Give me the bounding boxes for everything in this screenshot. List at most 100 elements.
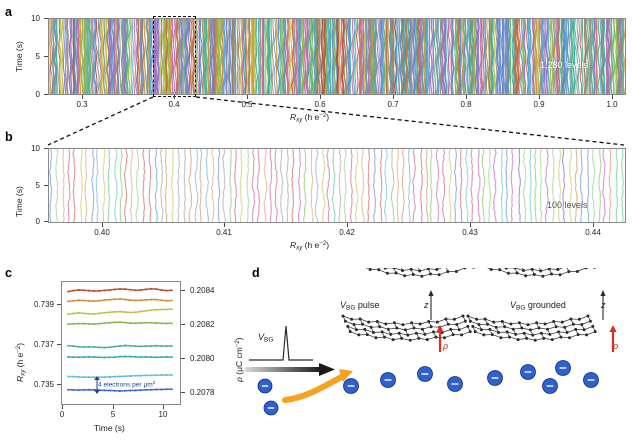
- panel-c-ylabel-sub: xy: [19, 369, 27, 376]
- panel-b-xlabel-close: ): [326, 240, 330, 250]
- panel-c-ytickmark-right-1: [181, 324, 185, 325]
- panel-b-xlabel-sub: xy: [296, 244, 303, 252]
- panel-b-xtick-2: 0.42: [339, 228, 355, 237]
- panel-c-annotation: 4 electrons per μm2: [98, 381, 155, 388]
- panel-b-xtickmark-0: [102, 223, 103, 227]
- panel-a-ytickmark-5: [44, 56, 48, 57]
- panel-a-ytick-0: 0: [35, 90, 40, 99]
- panel-c-xlabel: Time (s): [94, 423, 125, 433]
- panel-a-xtick-0: 0.3: [76, 100, 88, 109]
- panel-a-xtickmark-4: [393, 95, 394, 99]
- panel-c-ytickmark-left-1: [57, 344, 61, 345]
- panel-b-ytick-5: 5: [35, 181, 40, 190]
- panel-b-xtick-4: 0.44: [585, 228, 601, 237]
- panel-c-ytickmark-left-2: [57, 384, 61, 385]
- panel-a-xtick-4: 0.6: [314, 100, 326, 109]
- panel-d-pulse-label: VBG: [258, 332, 273, 343]
- panel-a-xlabel-units: (h e: [302, 112, 320, 122]
- panel-d-letter: d: [252, 266, 260, 280]
- panel-a-ylabel: Time (s): [14, 41, 24, 72]
- panel-a-plot: [48, 18, 626, 95]
- panel-c-annotation-exp: 2: [152, 381, 156, 386]
- panel-a-xtickmark-6: [539, 95, 540, 99]
- panel-a-ytick-5: 5: [35, 52, 40, 61]
- panel-c-ytickmark-right-2: [181, 358, 185, 359]
- panel-c-ytick-left-0: 0.739: [33, 300, 54, 309]
- panel-d-z-axis-left-label: z: [424, 300, 429, 310]
- panel-a-xtick-2: 0.5: [241, 100, 253, 109]
- panel-c-ytick-left-1: 0.737: [33, 340, 54, 349]
- panel-a-ytickmark-10: [44, 18, 48, 19]
- panel-d-pulse-label-V: V: [258, 332, 265, 342]
- panel-a-xtick-7: 0.9: [533, 100, 545, 109]
- panel-d-pulse-label-sub: BG: [264, 336, 274, 344]
- panel-c-annotation-text: 4 electrons per μm: [98, 381, 153, 389]
- panel-b-xtickmark-4: [593, 223, 594, 227]
- panel-d-right-title: VBG grounded: [510, 300, 566, 311]
- panel-c-ytick-right-2: 0.2080: [190, 354, 215, 363]
- panel-c-ytick-left-2: 0.735: [33, 380, 54, 389]
- panel-d-schematic: [245, 268, 617, 416]
- panel-c-ytick-right-0: 0.2084: [190, 286, 215, 295]
- panel-b-ytick-0: 0: [35, 217, 40, 226]
- panel-c-xtick-2: 10: [158, 410, 168, 419]
- panel-d-left-title-rest: pulse: [355, 300, 380, 310]
- panel-b-xtick-1: 0.41: [216, 228, 232, 237]
- panel-c-ytickmark-left-0: [57, 304, 61, 305]
- panel-c-xtickmark-0: [62, 405, 63, 409]
- panel-a-ytickmark-0: [44, 94, 48, 95]
- panel-b-xtickmark-3: [470, 223, 471, 227]
- panel-d-right-title-rest: grounded: [525, 300, 566, 310]
- panel-a-xtick-5: 0.7: [387, 100, 399, 109]
- panel-c-letter: c: [5, 266, 12, 280]
- panel-c-ylabel-units: (h e: [15, 352, 25, 370]
- panel-c-ytick-right-3: 0.2078: [190, 388, 215, 397]
- panel-c-ytick-right-1: 0.2082: [190, 320, 215, 329]
- panel-d-left-title: VBG pulse: [340, 300, 379, 311]
- panel-c-ylabel-right-exp: −2: [234, 340, 242, 348]
- panel-b-xtick-0: 0.40: [94, 228, 110, 237]
- panel-b-ytickmark-10: [44, 148, 48, 149]
- panel-b-xlabel-units: (h e: [302, 240, 320, 250]
- panel-a-xtick-8: 1.0: [606, 100, 618, 109]
- panel-c-ytickmark-right-0: [181, 290, 185, 291]
- panel-b-ytick-10: 10: [31, 144, 40, 153]
- panel-b-xlabel: Rxy (h e−2): [290, 240, 329, 251]
- panel-a-xlabel-close: ): [326, 112, 330, 122]
- panel-b-ytickmark-5: [44, 185, 48, 186]
- panel-b-xlabel-exp: −2: [319, 240, 327, 248]
- panel-a-overlay-label: 1,280 levels: [540, 60, 589, 70]
- panel-a-xtickmark-1: [174, 95, 175, 99]
- panel-d-right-title-sub: BG: [516, 304, 526, 312]
- panel-b-xtickmark-1: [224, 223, 225, 227]
- panel-c-ytickmark-right-3: [181, 392, 185, 393]
- panel-b-overlay-label: 100 levels: [547, 200, 588, 210]
- panel-d-right-title-V: V: [510, 300, 517, 310]
- panel-c-traces: [67, 287, 173, 392]
- panel-b-traces: [49, 149, 624, 222]
- panel-a-xtick-6: 0.8: [460, 100, 472, 109]
- panel-a-ytick-10: 10: [31, 14, 40, 23]
- panel-c-ylabel-exp: −2: [15, 345, 23, 353]
- panel-b-ytickmark-0: [44, 221, 48, 222]
- panel-d-left-title-sub: BG: [346, 304, 356, 312]
- panel-a-xtickmark-7: [612, 95, 613, 99]
- panel-c-xtickmark-2: [163, 405, 164, 409]
- panel-a-xtickmark-0: [82, 95, 83, 99]
- panel-c-xtick-1: 5: [110, 410, 116, 419]
- panel-b-xlabel-R: R: [290, 240, 297, 250]
- panel-a-xlabel: Rxy (h e−2): [290, 112, 329, 123]
- panel-b-ylabel: Time (s): [14, 186, 24, 217]
- panel-b-xtick-3: 0.43: [462, 228, 478, 237]
- panel-a-xtickmark-2: [247, 95, 248, 99]
- panel-d-polarization-left-label: ρ: [443, 341, 449, 351]
- panel-b-plot: [48, 148, 626, 223]
- panel-a-traces: [49, 19, 625, 94]
- panel-b-xtickmark-2: [347, 223, 348, 227]
- panel-a-xtickmark-5: [466, 95, 467, 99]
- panel-c-xtickmark-1: [113, 405, 114, 409]
- panel-a-xtickmark-3: [320, 95, 321, 99]
- panel-d-left-title-V: V: [340, 300, 347, 310]
- panel-c-annotation-arrow: [94, 376, 100, 394]
- panel-a-xtick-1: 0.4: [168, 100, 180, 109]
